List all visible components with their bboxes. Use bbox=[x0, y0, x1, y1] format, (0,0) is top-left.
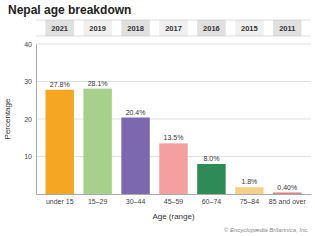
chart: Nepal age breakdown 27.8% 28.1% 20.4% 13.5% 8… bbox=[0, 0, 315, 236]
data-label: 20.4% bbox=[126, 109, 146, 116]
x-tick-label: 85 and over bbox=[269, 198, 307, 205]
year-cell bbox=[197, 20, 225, 36]
x-axis-line bbox=[37, 194, 312, 195]
data-label: 0.40% bbox=[277, 184, 297, 191]
grid-line bbox=[36, 81, 311, 82]
y-tick-label: 20 bbox=[24, 116, 32, 123]
y-axis-line bbox=[36, 45, 37, 195]
year-band-border bbox=[36, 36, 311, 37]
y-axis: 10 20 30 40 bbox=[24, 41, 36, 195]
year-band-border bbox=[36, 20, 311, 21]
data-labels: 27.8% 28.1% 20.4% 13.5% 8.0% 1.8% 0.40% bbox=[50, 80, 297, 191]
x-tick: 15–29 bbox=[88, 198, 108, 205]
x-tick: under 15 bbox=[46, 198, 74, 205]
bars bbox=[45, 89, 301, 194]
x-tick-label: 60–74 bbox=[202, 198, 222, 205]
grid-line bbox=[36, 119, 311, 120]
year-label: 2015 bbox=[241, 24, 258, 33]
year-cell bbox=[45, 20, 73, 36]
data-label: 27.8% bbox=[50, 81, 70, 88]
year-cell bbox=[273, 20, 301, 36]
y-tick-label: 10 bbox=[24, 153, 32, 160]
data-label: 1.8% bbox=[241, 178, 257, 185]
year-cell bbox=[235, 20, 263, 36]
data-label: 13.5% bbox=[164, 134, 184, 141]
year-band: 2021 2019 2018 2017 2016 2015 2011 bbox=[36, 20, 311, 36]
grid-line bbox=[36, 44, 311, 45]
y-tick-label: 30 bbox=[24, 78, 32, 85]
bar bbox=[159, 143, 187, 194]
x-tick-label: 75–84 bbox=[240, 198, 260, 205]
year-cell bbox=[121, 20, 149, 36]
y-axis-title: Percentage bbox=[3, 98, 12, 139]
year-label: 2021 bbox=[51, 24, 68, 33]
x-tick-label: under 15 bbox=[46, 198, 74, 205]
x-axis: under 15 15–29 30–44 45–59 60–74 75–84 85 and … bbox=[37, 195, 312, 205]
x-tick: 85 and over bbox=[269, 198, 307, 205]
year-label: 2011 bbox=[279, 24, 295, 33]
bar bbox=[273, 193, 301, 195]
title: Nepal age breakdown bbox=[8, 3, 131, 17]
x-tick: 45–59 bbox=[164, 198, 184, 205]
source: © Encyclopædia Britannica, Inc. bbox=[224, 227, 309, 233]
y-tick: 30 bbox=[24, 78, 32, 85]
year-cell bbox=[159, 20, 187, 36]
x-tick-label: 15–29 bbox=[88, 198, 108, 205]
bar bbox=[197, 164, 225, 194]
bar bbox=[83, 89, 111, 194]
y-tick: 20 bbox=[24, 116, 32, 123]
year-label: 2019 bbox=[89, 24, 106, 33]
x-tick-label: 45–59 bbox=[164, 198, 184, 205]
year-label: 2017 bbox=[165, 24, 182, 33]
x-tick: 30–44 bbox=[126, 198, 146, 205]
bar bbox=[45, 90, 73, 194]
x-axis-title: Age (range) bbox=[152, 212, 195, 221]
data-label: 28.1% bbox=[88, 80, 108, 87]
year-label: 2018 bbox=[127, 24, 144, 33]
y-tick: 40 bbox=[24, 41, 32, 48]
year-cell bbox=[83, 20, 111, 36]
y-tick-label: 40 bbox=[24, 41, 32, 48]
grid bbox=[36, 44, 311, 157]
bar bbox=[235, 187, 263, 194]
bar bbox=[121, 118, 149, 195]
y-tick: 10 bbox=[24, 153, 32, 160]
x-tick-label: 30–44 bbox=[126, 198, 146, 205]
x-tick: 60–74 bbox=[202, 198, 222, 205]
x-tick: 75–84 bbox=[240, 198, 260, 205]
year-label: 2016 bbox=[203, 24, 220, 33]
data-label: 8.0% bbox=[203, 155, 219, 162]
plot: 27.8% 28.1% 20.4% 13.5% 8.0% 1.8% 0.40% 10 20 30 4… bbox=[24, 41, 311, 205]
